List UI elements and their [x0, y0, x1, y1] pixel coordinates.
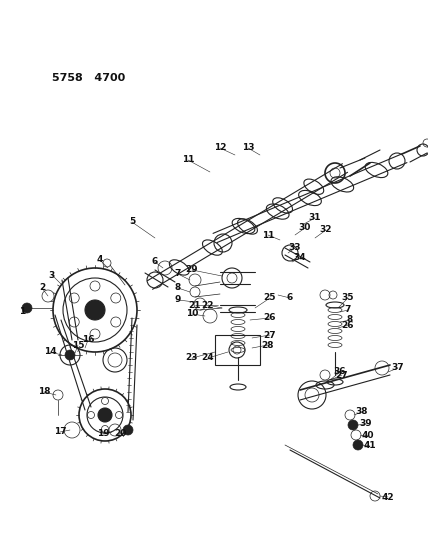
Text: 10: 10: [186, 310, 198, 319]
Text: 29: 29: [186, 265, 198, 274]
Text: 2: 2: [39, 284, 45, 293]
Text: 28: 28: [262, 341, 274, 350]
Text: 26: 26: [264, 313, 276, 322]
Text: 1: 1: [19, 308, 25, 317]
Text: 6: 6: [287, 294, 293, 303]
Text: 31: 31: [309, 214, 321, 222]
Circle shape: [353, 440, 363, 450]
Text: 33: 33: [289, 244, 301, 253]
Text: 35: 35: [342, 294, 354, 303]
Text: 42: 42: [382, 492, 394, 502]
Text: 18: 18: [38, 387, 50, 397]
Text: 14: 14: [44, 348, 56, 357]
Text: 39: 39: [360, 419, 372, 429]
Text: 5758   4700: 5758 4700: [52, 73, 125, 83]
Text: 9: 9: [175, 295, 181, 304]
Text: 40: 40: [362, 431, 374, 440]
Text: 22: 22: [202, 301, 214, 310]
Text: 17: 17: [54, 427, 66, 437]
Text: 3: 3: [49, 271, 55, 279]
Text: 23: 23: [186, 353, 198, 362]
Circle shape: [98, 408, 112, 422]
Text: 4: 4: [97, 255, 103, 264]
Text: 26: 26: [342, 320, 354, 329]
Text: 30: 30: [299, 223, 311, 232]
Text: 7: 7: [345, 305, 351, 314]
Text: 24: 24: [202, 353, 214, 362]
Text: 25: 25: [264, 294, 276, 303]
Text: 27: 27: [336, 370, 348, 379]
Text: 38: 38: [356, 408, 368, 416]
Text: 6: 6: [152, 257, 158, 266]
Text: 8: 8: [347, 316, 353, 325]
Text: 41: 41: [364, 441, 376, 450]
Text: 7: 7: [175, 270, 181, 279]
Text: 11: 11: [262, 230, 274, 239]
Text: 15: 15: [72, 341, 84, 350]
Text: 16: 16: [82, 335, 94, 344]
Text: 36: 36: [334, 367, 346, 376]
Circle shape: [22, 303, 32, 313]
Text: 5: 5: [129, 217, 135, 227]
Text: 27: 27: [264, 330, 276, 340]
Text: 11: 11: [182, 156, 194, 165]
Text: 12: 12: [214, 143, 226, 152]
Text: 13: 13: [242, 143, 254, 152]
Text: 19: 19: [97, 430, 109, 439]
Text: 37: 37: [392, 364, 404, 373]
Circle shape: [123, 425, 133, 435]
Text: 32: 32: [320, 225, 332, 235]
Text: 20: 20: [114, 430, 126, 439]
Circle shape: [348, 420, 358, 430]
Text: 21: 21: [189, 301, 201, 310]
Circle shape: [65, 350, 75, 360]
Text: 34: 34: [294, 254, 306, 262]
Circle shape: [85, 300, 105, 320]
Text: 8: 8: [175, 284, 181, 293]
